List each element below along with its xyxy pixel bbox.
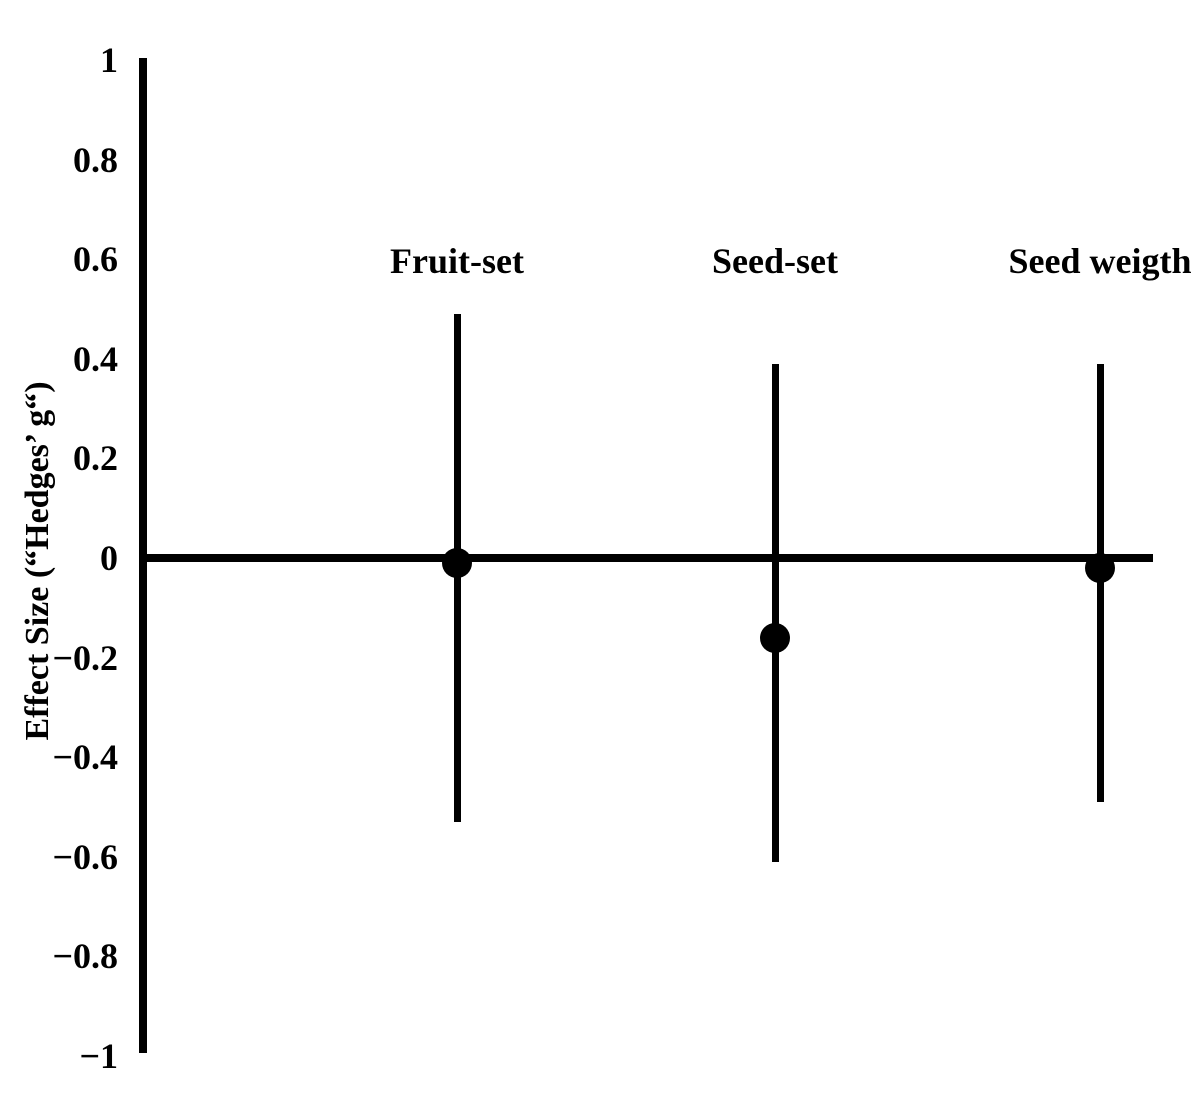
y-tick-label: −0.8 xyxy=(52,936,118,977)
category-label: Fruit-set xyxy=(390,241,524,281)
category-label: Seed weigth xyxy=(1008,241,1192,281)
zero-baseline-line xyxy=(139,554,1153,562)
category-label: Seed-set xyxy=(712,241,838,281)
y-tick-label: −0.6 xyxy=(52,836,118,877)
y-tick-label: −1 xyxy=(79,1036,118,1076)
y-tick-label: 0 xyxy=(100,538,118,578)
confidence-interval-bar xyxy=(771,363,779,862)
y-tick-label: 0.8 xyxy=(73,139,118,180)
y-tick-label: 0.2 xyxy=(73,438,118,479)
effect-size-point xyxy=(760,622,790,653)
effect-size-point xyxy=(442,547,472,578)
y-tick-label: −0.4 xyxy=(52,737,118,778)
y-tick-label: 1 xyxy=(100,40,118,80)
y-tick-label: 0.6 xyxy=(73,239,118,280)
y-tick-label: 0.4 xyxy=(73,338,118,379)
y-tick-label: −0.2 xyxy=(52,637,118,678)
effect-size-point xyxy=(1085,552,1115,583)
